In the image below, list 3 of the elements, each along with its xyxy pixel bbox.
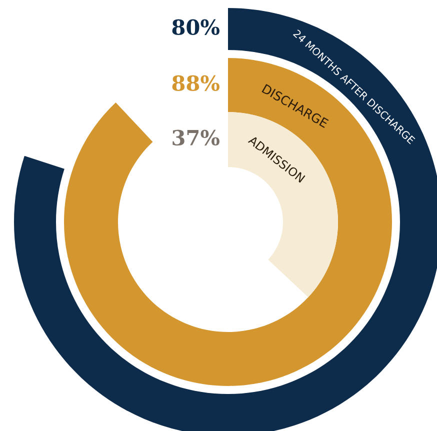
data-label: 80% bbox=[172, 19, 220, 36]
data-label: 88% bbox=[172, 75, 220, 92]
data-label: 37% bbox=[172, 130, 220, 146]
